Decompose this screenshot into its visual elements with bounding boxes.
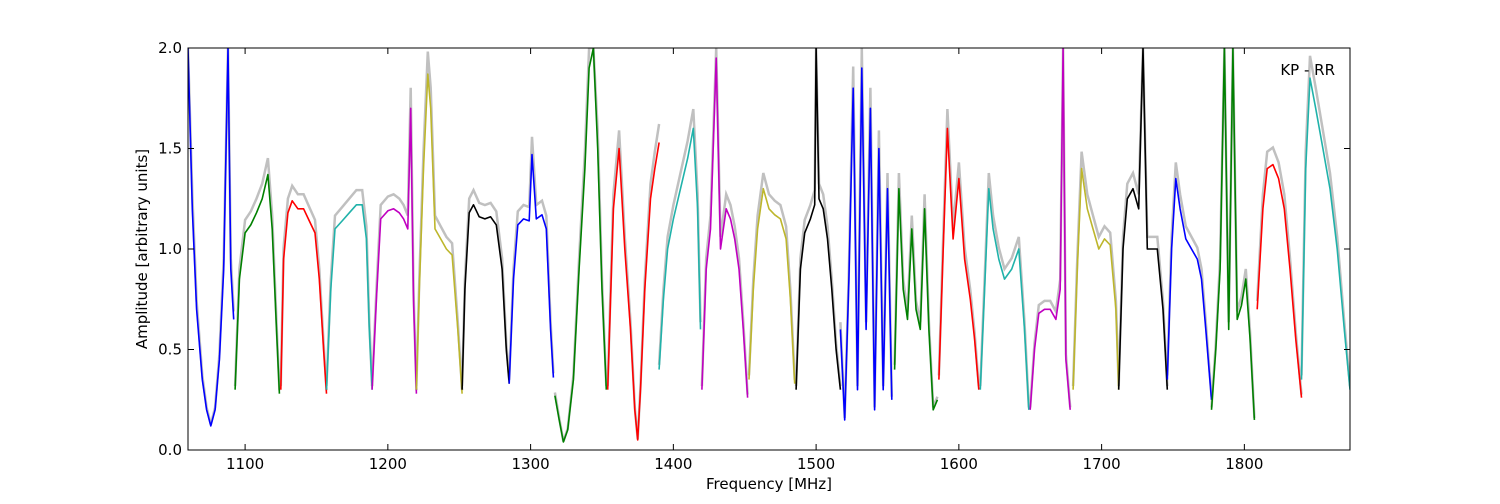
x-tick-label: 1500 (797, 455, 835, 473)
y-tick-label: 0.5 (158, 341, 182, 359)
series-line-3 (280, 200, 328, 394)
series-line-12 (701, 57, 749, 398)
background-trace-21 (1117, 48, 1169, 387)
chart-annotation: KP - RR (1280, 61, 1335, 79)
plot-area (188, 48, 1350, 450)
x-axis-label: Frequency [MHz] (706, 475, 832, 493)
y-tick-label: 1.5 (158, 140, 182, 158)
series-line-18 (979, 187, 1030, 410)
plot-frame (187, 47, 1351, 451)
series-line-22 (1166, 177, 1213, 400)
y-tick-label: 0.0 (158, 441, 182, 459)
series-line-9 (554, 48, 608, 443)
x-tick-label: 1700 (1083, 455, 1121, 473)
series-line-15 (839, 67, 893, 421)
x-tick-label: 1100 (226, 455, 264, 473)
series-line-25 (1300, 77, 1350, 390)
series-line-2 (234, 173, 281, 394)
series-line-10 (606, 142, 660, 441)
x-tick-label: 1800 (1225, 455, 1263, 473)
y-tick-label: 2.0 (158, 39, 182, 57)
series-line-14 (795, 48, 842, 390)
series-line-5 (371, 107, 418, 394)
series-line-6 (415, 73, 463, 394)
x-tick-label: 1300 (512, 455, 550, 473)
background-trace-11 (657, 108, 702, 365)
y-tick-label: 1.0 (158, 240, 182, 258)
ticks-layer: 1100 1200 1300 1400 1500 1600 1700 1800 0.0 0.5 1.… (158, 39, 1350, 473)
series-line-17 (938, 127, 980, 390)
series-line-4 (325, 204, 373, 390)
series-line-19 (1029, 48, 1071, 410)
series-layer (188, 48, 1350, 443)
series-line-1 (188, 48, 235, 427)
series-line-24 (1256, 163, 1303, 398)
x-tick-label: 1400 (654, 455, 692, 473)
series-line-8 (508, 153, 555, 384)
x-tick-label: 1600 (940, 455, 978, 473)
series-line-7 (461, 204, 510, 390)
series-line-13 (748, 187, 796, 384)
y-axis-label: Amplitude [arbitrary units] (133, 149, 151, 349)
series-line-20 (1072, 167, 1120, 390)
series-line-16 (893, 187, 939, 411)
series-line-11 (658, 127, 702, 370)
series-line-21 (1117, 48, 1169, 390)
x-tick-label: 1200 (369, 455, 407, 473)
series-line-23 (1210, 48, 1256, 420)
